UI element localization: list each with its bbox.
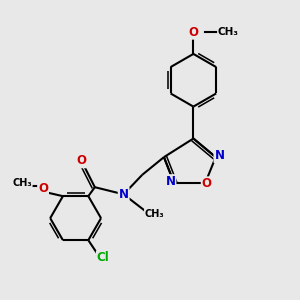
Text: O: O [188, 26, 198, 39]
Text: Cl: Cl [97, 251, 110, 264]
Text: N: N [166, 175, 176, 188]
Text: O: O [202, 177, 212, 190]
Text: N: N [214, 149, 224, 162]
Text: N: N [119, 188, 129, 201]
Text: O: O [76, 154, 86, 167]
Text: CH₃: CH₃ [218, 27, 239, 37]
Text: CH₃: CH₃ [12, 178, 32, 188]
Text: CH₃: CH₃ [145, 208, 164, 218]
Text: O: O [38, 182, 48, 195]
